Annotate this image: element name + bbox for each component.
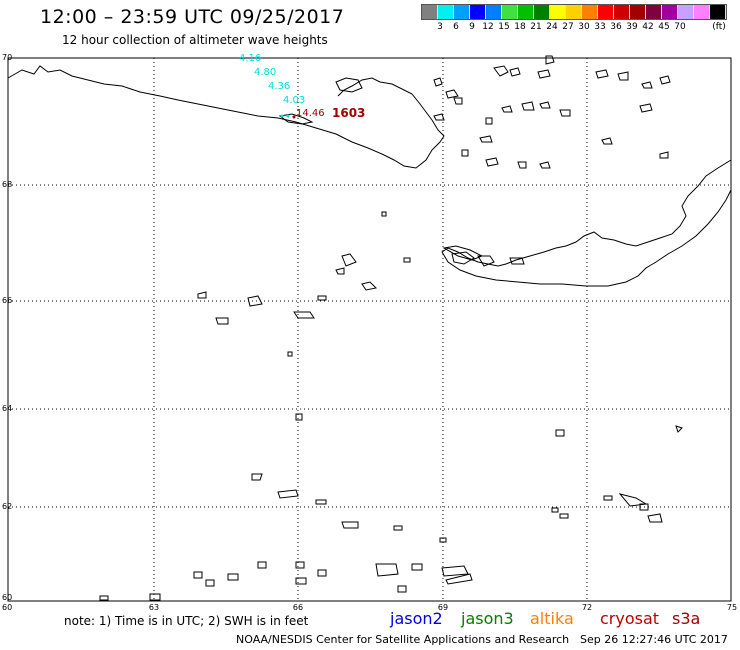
swh-value: 4.03 xyxy=(283,95,306,106)
colorbar-label: 33 xyxy=(594,22,606,32)
colorbar-label: 42 xyxy=(642,22,654,32)
colorbar-label: 70 xyxy=(674,22,686,32)
colorbar-swatch xyxy=(550,5,566,19)
gulf-shore xyxy=(278,113,314,125)
footer-credit: NOAA/NESDIS Center for Satellite Applica… xyxy=(236,633,570,646)
swh-value: 4.80 xyxy=(254,67,277,78)
colorbar-swatch xyxy=(454,5,470,19)
footer-timestamp: Sep 26 12:27:46 UTC 2017 xyxy=(580,633,728,646)
colorbar-label: 15 xyxy=(498,22,510,32)
map-subtitle: 12 hour collection of altimeter wave hei… xyxy=(62,33,328,47)
lon-label: 69 xyxy=(437,603,449,612)
colorbar-swatch xyxy=(694,5,710,19)
colorbar-swatch xyxy=(486,5,502,19)
colorbar-swatch xyxy=(502,5,518,19)
colorbar-swatch xyxy=(422,5,438,19)
colorbar-swatch xyxy=(438,5,454,19)
colorbar-swatch xyxy=(630,5,646,19)
colorbar-label: 45 xyxy=(658,22,670,32)
belyy-island xyxy=(335,77,363,93)
lat-label: 66 xyxy=(2,296,13,305)
swh-value: 14.46 xyxy=(296,108,325,119)
colorbar-label: 3 xyxy=(437,22,443,32)
track-point xyxy=(286,114,290,118)
colorbar-label: 9 xyxy=(469,22,475,32)
sat-altika: altika xyxy=(530,609,574,628)
lakes xyxy=(99,55,683,601)
colorbar-swatches xyxy=(421,4,727,20)
colorbar-swatch xyxy=(678,5,694,19)
gydan-inlet xyxy=(442,245,484,261)
units-note: note: 1) Time is in UTC; 2) SWH is in fe… xyxy=(64,614,309,628)
lon-label: 63 xyxy=(148,603,160,612)
swh-value: 4.36 xyxy=(268,81,291,92)
lat-label: 60 xyxy=(2,593,13,602)
yamal-coast xyxy=(7,65,445,169)
map-frame xyxy=(7,57,732,602)
colorbar-swatch xyxy=(518,5,534,19)
colorbar-swatch xyxy=(598,5,614,19)
colorbar-label: 12 xyxy=(482,22,494,32)
lat-label: 62 xyxy=(2,502,13,511)
sat-cryosat: cryosat xyxy=(600,609,660,628)
graticule xyxy=(8,58,731,601)
colorbar-swatch xyxy=(470,5,486,19)
swh-colorbar: (ft) 3 6 9 12 15 18 21 24 27 30 33 36 39 42 45 70 xyxy=(421,4,727,34)
colorbar-swatch xyxy=(710,5,726,19)
map-title: 12:00 – 23:59 UTC 09/25/2017 xyxy=(40,6,345,28)
colorbar-label: 18 xyxy=(514,22,526,32)
colorbar-label: 36 xyxy=(610,22,622,32)
sat-jason3: jason3 xyxy=(461,609,514,628)
colorbar-swatch xyxy=(614,5,630,19)
colorbar-label: 39 xyxy=(626,22,638,32)
track-point xyxy=(292,115,296,119)
altimeter-track xyxy=(280,114,296,119)
ob-islet-2 xyxy=(477,255,495,267)
ob-islet-3 xyxy=(509,257,525,265)
colorbar-swatch xyxy=(662,5,678,19)
track-time: 1603 xyxy=(332,106,366,120)
colorbar-label: 6 xyxy=(453,22,459,32)
colorbar-label: 21 xyxy=(530,22,542,32)
lon-label: 66 xyxy=(292,603,304,612)
lat-label: 70 xyxy=(2,53,13,62)
colorbar-label: 24 xyxy=(546,22,558,32)
colorbar-label: 27 xyxy=(562,22,574,32)
track-point xyxy=(280,114,284,118)
colorbar-label: 30 xyxy=(578,22,590,32)
colorbar-swatch xyxy=(566,5,582,19)
coastline xyxy=(7,65,732,287)
colorbar-labels: (ft) 3 6 9 12 15 18 21 24 27 30 33 36 39 42 45 70 xyxy=(421,20,727,34)
lon-label: 75 xyxy=(726,603,738,612)
sat-s3a: s3a xyxy=(672,609,701,628)
ob-islet-1 xyxy=(451,251,475,265)
colorbar-swatch xyxy=(646,5,662,19)
sat-jason2: jason2 xyxy=(390,609,443,628)
swh-value: 4.16 xyxy=(239,53,262,64)
colorbar-swatch xyxy=(582,5,598,19)
colorbar-unit: (ft) xyxy=(712,22,726,32)
colorbar-swatch xyxy=(534,5,550,19)
lon-label: 72 xyxy=(581,603,593,612)
lat-label: 64 xyxy=(2,404,13,413)
lat-label: 68 xyxy=(2,180,13,189)
lon-label: 60 xyxy=(2,603,13,612)
